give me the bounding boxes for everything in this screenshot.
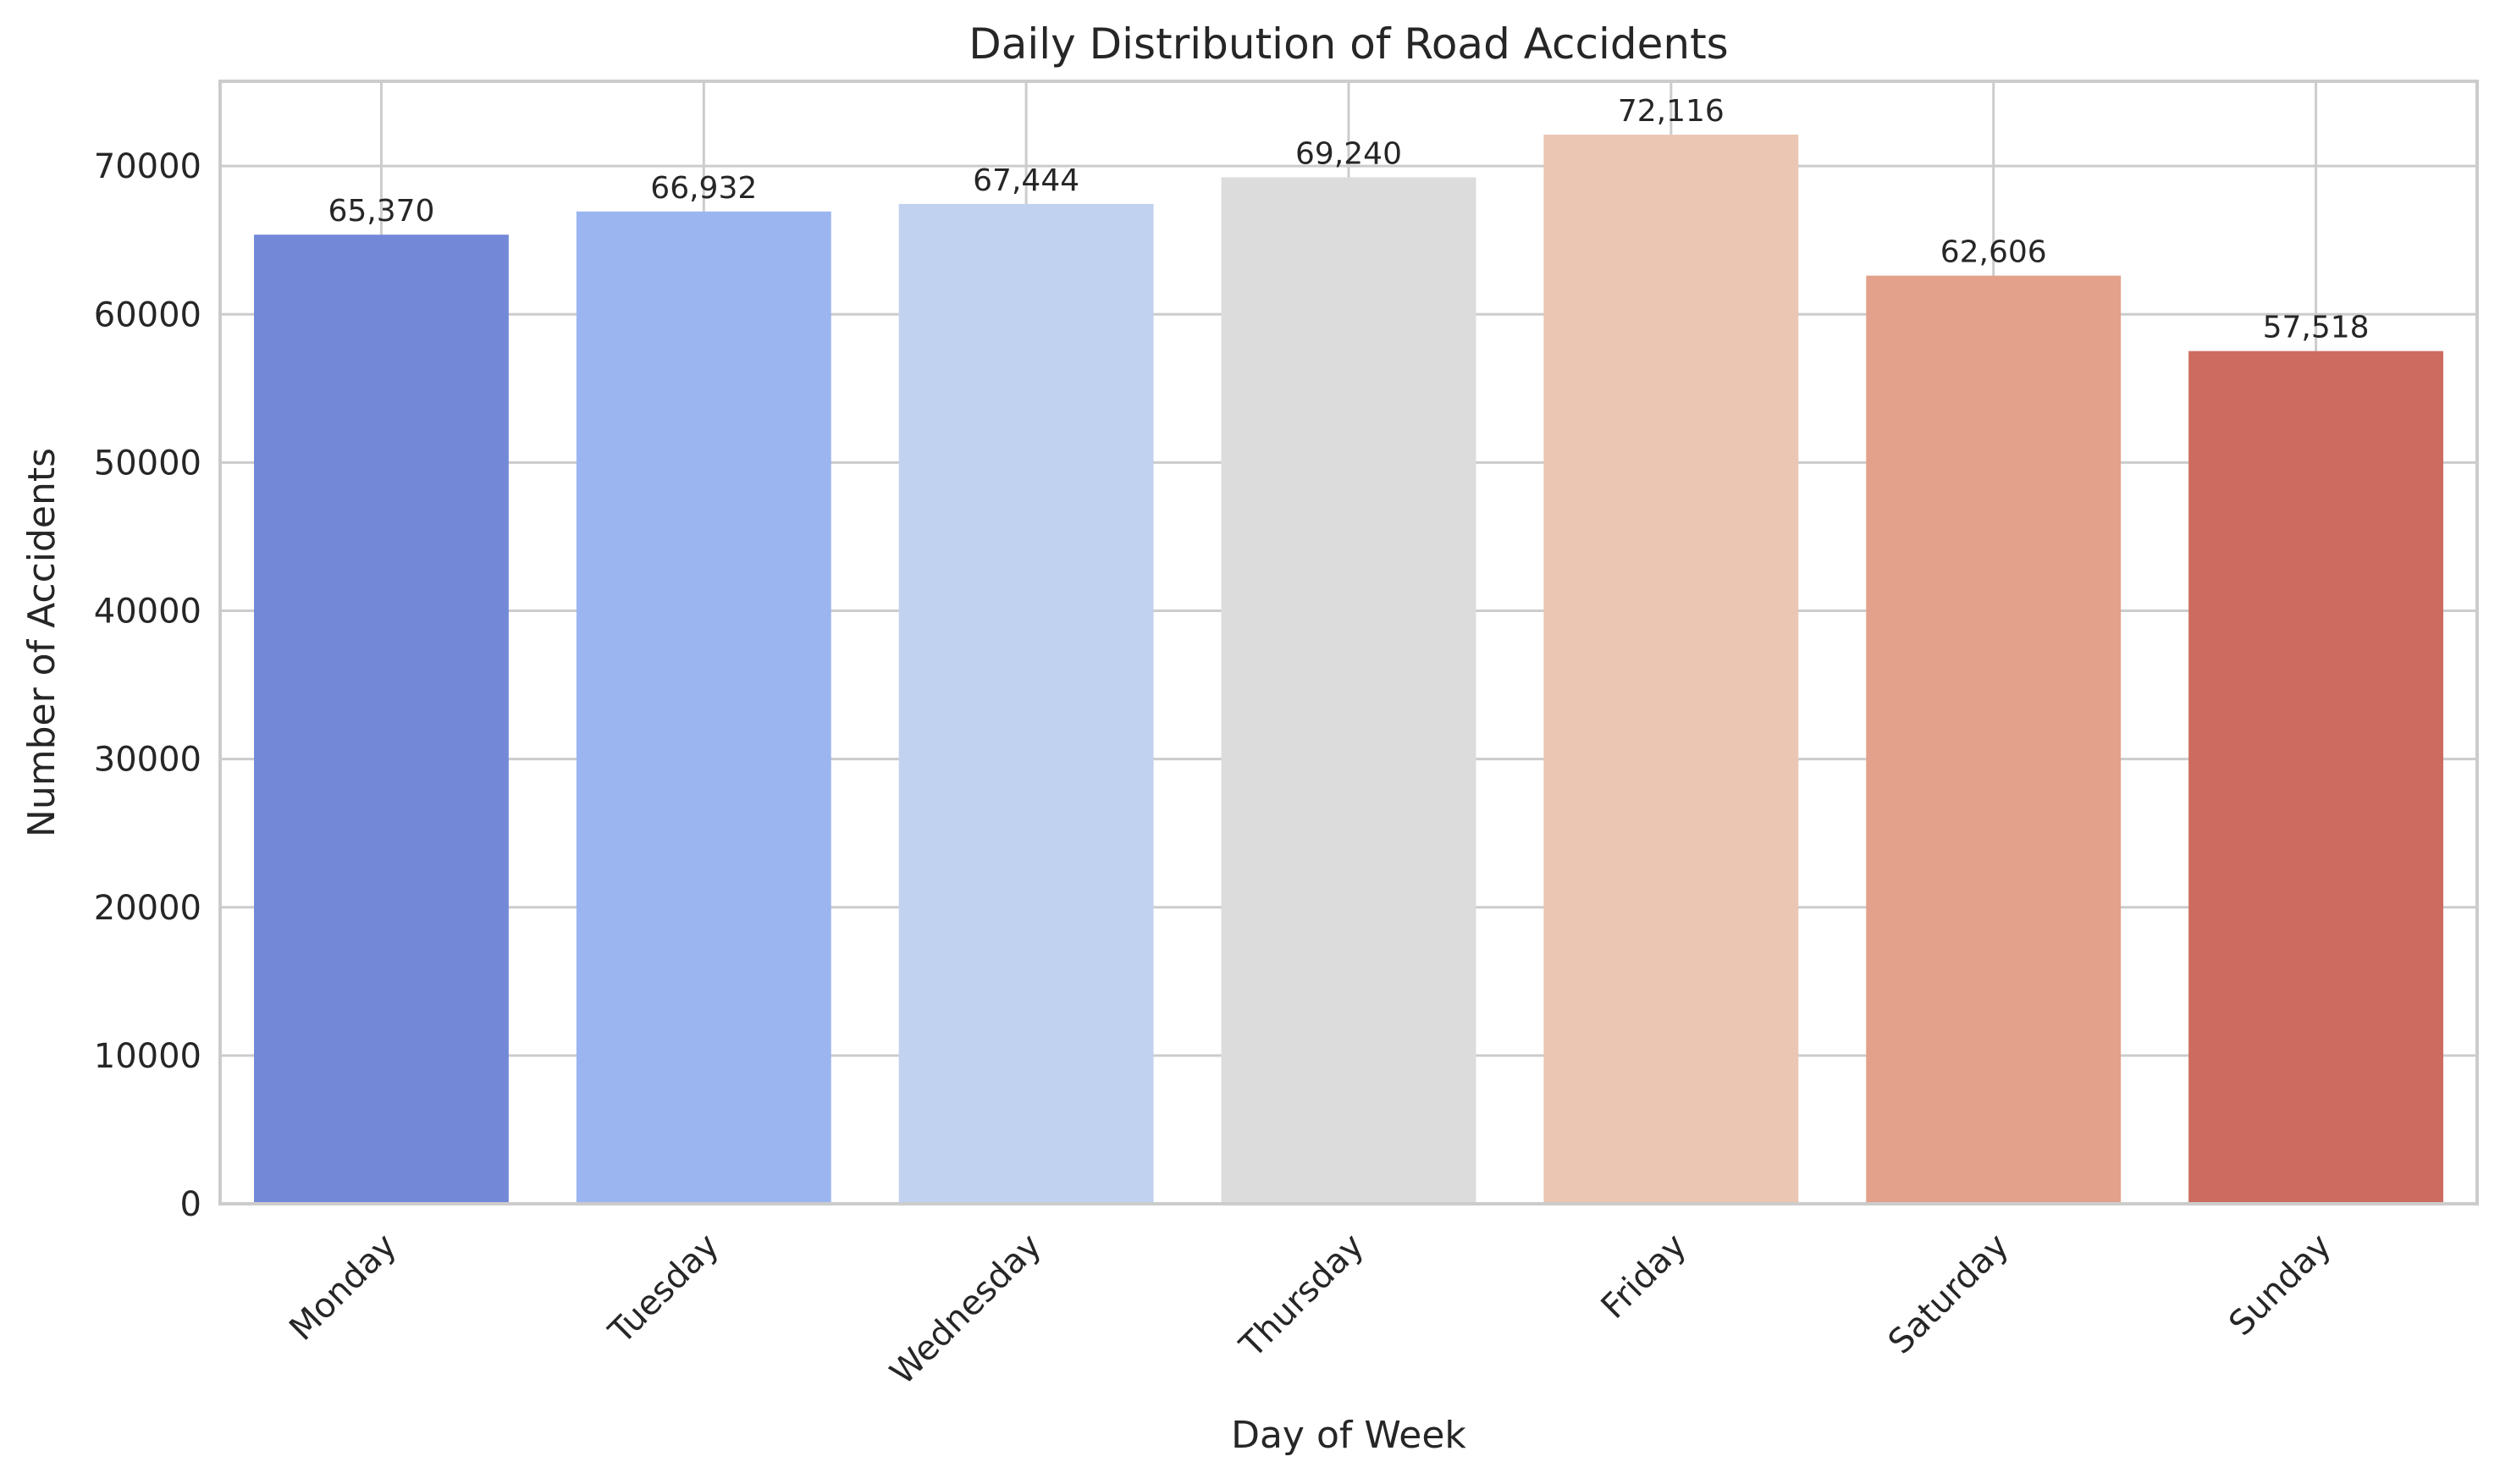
y-tick-label: 60000 — [94, 295, 201, 334]
y-tick-label: 0 — [180, 1185, 201, 1224]
y-axis-ticks: 0 10000 20000 30000 40000 50000 60000 70000 — [94, 147, 201, 1224]
bar-thursday — [1221, 177, 1476, 1205]
y-tick-label: 50000 — [94, 444, 201, 483]
y-tick-label: 70000 — [94, 147, 201, 186]
x-tick-label: Thursday — [1232, 1227, 1371, 1366]
x-axis-ticks: Monday Tuesday Wednesday Thursday Friday Satu… — [282, 1227, 2338, 1393]
x-tick-label: Wednesday — [883, 1227, 1049, 1393]
y-tick-label: 20000 — [94, 889, 201, 928]
bar-value-label: 69,240 — [1295, 136, 1402, 171]
x-tick-label: Friday — [1594, 1227, 1694, 1327]
plot-frame — [218, 80, 2479, 1205]
y-tick-label: 10000 — [94, 1037, 201, 1076]
bar-value-label: 62,606 — [1940, 235, 2047, 270]
x-axis-label: Day of Week — [1231, 1414, 1466, 1457]
bar-value-label: 57,518 — [2263, 311, 2370, 345]
bar-saturday — [1866, 275, 2122, 1204]
x-tick-label: Monday — [282, 1227, 404, 1349]
bar-value-label: 72,116 — [1618, 94, 1725, 129]
chart-title: Daily Distribution of Road Accidents — [969, 19, 1729, 69]
y-tick-label: 30000 — [94, 741, 201, 780]
bar-monday — [253, 234, 509, 1204]
x-tick-label: Saturday — [1881, 1227, 2017, 1362]
y-tick-label: 40000 — [94, 593, 201, 632]
bar-wednesday — [898, 203, 1154, 1204]
bar-tuesday — [576, 211, 831, 1204]
x-tick-label: Tuesday — [601, 1227, 726, 1352]
bars — [253, 135, 2444, 1205]
bar-value-label: 65,370 — [328, 194, 434, 229]
bar-value-label: 66,932 — [650, 171, 757, 206]
bar-value-labels: 65,370 66,932 67,444 69,240 72,116 62,606 57,5… — [328, 94, 2369, 345]
x-tick-label: Sunday — [2221, 1227, 2338, 1343]
y-axis-label: Number of Accidents — [20, 448, 63, 837]
bar-friday — [1543, 135, 1799, 1205]
bar-value-label: 67,444 — [973, 163, 1079, 198]
bar-sunday — [2188, 350, 2444, 1204]
